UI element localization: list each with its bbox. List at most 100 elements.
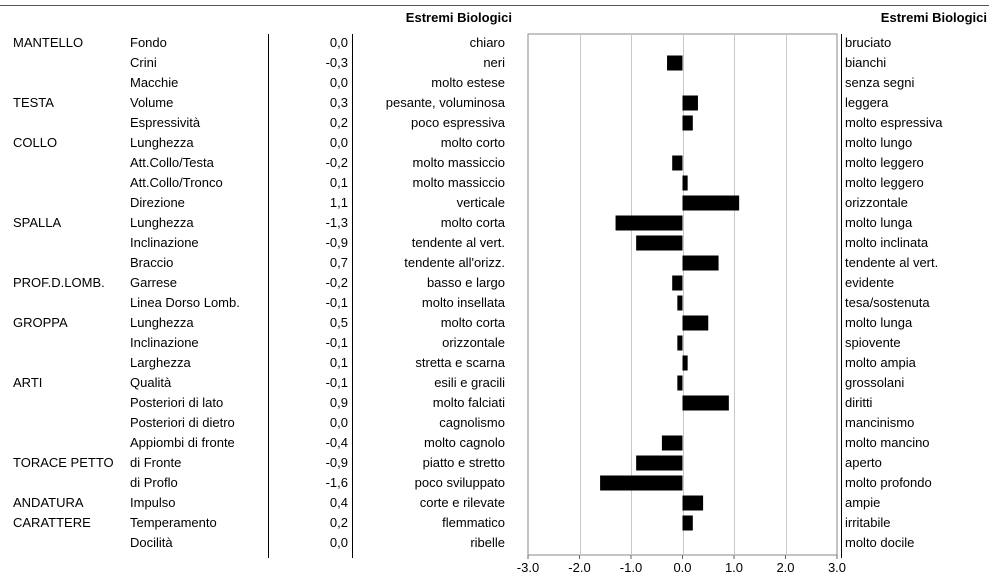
right-extreme-label: molto profondo xyxy=(845,475,932,490)
value-label: 0,9 xyxy=(329,395,348,410)
trait-label: di Proflo xyxy=(130,475,178,490)
bar xyxy=(682,115,693,131)
right-extreme-label: molto espressiva xyxy=(845,115,943,130)
left-extreme-label: cagnolismo xyxy=(439,415,505,430)
right-extreme-label: molto mancino xyxy=(845,435,930,450)
value-label: 0,7 xyxy=(329,255,348,270)
trait-label: Appiombi di fronte xyxy=(130,435,235,450)
bar xyxy=(682,175,688,191)
right-extreme-label: tesa/sostenuta xyxy=(845,295,930,310)
right-extreme-label: irritabile xyxy=(845,515,891,530)
right-extreme-label: molto ampia xyxy=(845,355,916,370)
value-label: -1,3 xyxy=(325,215,348,230)
value-label: 0,2 xyxy=(329,515,348,530)
trait-label: Posteriori di lato xyxy=(130,395,224,410)
right-extreme-label: bruciato xyxy=(845,35,892,50)
bar xyxy=(682,195,740,211)
x-tick-label: 3.0 xyxy=(828,560,846,573)
left-extreme-label: ribelle xyxy=(470,535,505,550)
trait-label: Qualità xyxy=(130,375,172,390)
trait-label: Lunghezza xyxy=(130,215,194,230)
right-label-divider xyxy=(841,34,842,558)
bar xyxy=(677,335,683,351)
value-label: -0,9 xyxy=(325,455,348,470)
value-label: 0,0 xyxy=(329,75,348,90)
right-extreme-label: molto inclinata xyxy=(845,235,929,250)
left-extreme-label: verticale xyxy=(456,195,505,210)
bar xyxy=(682,395,729,411)
value-label: 0,0 xyxy=(329,415,348,430)
x-tick-label: -2.0 xyxy=(568,560,590,573)
value-label: -0,1 xyxy=(325,335,348,350)
value-label: -0,2 xyxy=(325,275,348,290)
right-extreme-label: orizzontale xyxy=(845,195,908,210)
trait-label: Docilità xyxy=(130,535,173,550)
left-extreme-label: molto cagnolo xyxy=(424,435,505,450)
value-label: 0,4 xyxy=(329,495,348,510)
trait-label: Inclinazione xyxy=(130,235,199,250)
bar xyxy=(661,435,683,451)
left-extreme-label: molto insellata xyxy=(421,295,505,310)
left-extreme-label: pesante, voluminosa xyxy=(385,95,505,110)
value-label: -1,6 xyxy=(325,475,348,490)
right-extreme-label: tendente al vert. xyxy=(845,255,939,270)
x-tick-label: 1.0 xyxy=(725,560,743,573)
group-label: TESTA xyxy=(13,95,54,110)
trait-label: Att.Collo/Tronco xyxy=(130,175,223,190)
right-extreme-label: molto leggero xyxy=(845,175,924,190)
group-label: COLLO xyxy=(13,135,58,150)
trait-label: Macchie xyxy=(130,75,179,90)
left-extreme-label: orizzontale xyxy=(442,335,505,350)
left-extreme-label: molto estese xyxy=(431,75,505,90)
trait-label: Posteriori di dietro xyxy=(130,415,235,430)
group-label: TORACE PETTO xyxy=(13,455,114,470)
right-extreme-label: grossolani xyxy=(845,375,905,390)
right-extreme-label: mancinismo xyxy=(845,415,915,430)
right-extreme-header: Estremi Biologici xyxy=(880,10,987,25)
trait-label: Espressività xyxy=(130,115,201,130)
right-extreme-label: senza segni xyxy=(845,75,915,90)
bar xyxy=(672,155,683,171)
bar xyxy=(636,235,683,251)
group-label: SPALLA xyxy=(13,215,62,230)
bar xyxy=(600,475,683,491)
trait-label: Direzione xyxy=(130,195,185,210)
trait-column-divider xyxy=(268,34,269,558)
value-label: -0,2 xyxy=(325,155,348,170)
x-tick-label: -1.0 xyxy=(620,560,642,573)
right-extreme-label: spiovente xyxy=(845,335,901,350)
left-extreme-label: basso e largo xyxy=(426,275,505,290)
left-extreme-label: flemmatico xyxy=(442,515,505,530)
left-extreme-label: poco sviluppato xyxy=(414,475,505,490)
bar xyxy=(677,375,683,391)
trait-label: Linea Dorso Lomb. xyxy=(130,295,240,310)
bar xyxy=(677,295,683,311)
left-extreme-label: tendente all'orizz. xyxy=(404,255,505,270)
left-extreme-label: neri xyxy=(483,55,505,70)
right-extreme-label: aperto xyxy=(845,455,882,470)
value-label: 0,0 xyxy=(329,535,348,550)
x-tick-label: -3.0 xyxy=(517,560,539,573)
bar xyxy=(636,455,683,471)
value-label: -0,4 xyxy=(325,435,348,450)
left-extreme-label: molto massiccio xyxy=(412,155,505,170)
bar xyxy=(682,515,693,531)
left-extreme-label: poco espressiva xyxy=(411,115,505,130)
group-label: PROF.D.LOMB. xyxy=(13,275,105,290)
left-extreme-label: molto corta xyxy=(440,215,505,230)
right-extreme-label: leggera xyxy=(845,95,889,110)
left-extreme-label: molto massiccio xyxy=(412,175,505,190)
value-label: 0,1 xyxy=(329,355,348,370)
right-extreme-label: evidente xyxy=(845,275,895,290)
trait-label: Inclinazione xyxy=(130,335,199,350)
left-extreme-label: esili e gracili xyxy=(434,375,505,390)
x-tick-label: 2.0 xyxy=(776,560,794,573)
value-label: 0,0 xyxy=(329,135,348,150)
right-extreme-label: ampie xyxy=(845,495,881,510)
right-extreme-label: molto lunga xyxy=(845,315,913,330)
right-extreme-label: molto lungo xyxy=(845,135,913,150)
left-extreme-label: chiaro xyxy=(469,35,505,50)
value-label: 0,0 xyxy=(329,35,348,50)
right-extreme-label: diritti xyxy=(845,395,873,410)
